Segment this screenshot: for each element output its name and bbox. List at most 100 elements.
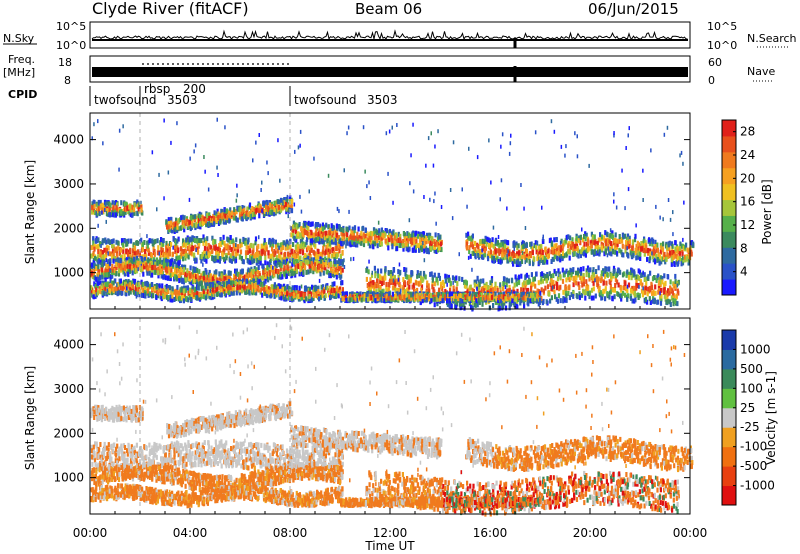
rti-cell bbox=[542, 288, 545, 294]
rti-cell bbox=[243, 238, 246, 244]
rti-cell bbox=[579, 266, 582, 272]
rti-cell bbox=[367, 269, 370, 275]
rti-cell bbox=[562, 289, 565, 295]
rti-cell bbox=[581, 250, 584, 256]
rti-cell bbox=[637, 295, 640, 300]
rti-cell bbox=[299, 267, 302, 272]
rti-cell bbox=[211, 282, 214, 287]
rti-cell bbox=[342, 227, 345, 233]
rti-cell bbox=[614, 249, 617, 255]
rti-cell bbox=[206, 274, 209, 280]
rti-cell bbox=[322, 238, 325, 244]
rti-cell bbox=[573, 251, 576, 257]
rti-cell bbox=[136, 282, 139, 288]
rti-cell bbox=[526, 251, 529, 257]
rti-cell bbox=[314, 231, 317, 237]
rti-cell bbox=[274, 244, 278, 250]
rti-cell bbox=[296, 294, 299, 300]
rti-cell bbox=[222, 212, 226, 218]
rti-cell bbox=[401, 288, 405, 294]
rti-cell bbox=[101, 238, 104, 244]
rti-cell bbox=[575, 280, 578, 286]
rti-cell bbox=[565, 290, 568, 296]
rti-cell bbox=[550, 278, 553, 284]
rti-cell bbox=[583, 234, 586, 239]
rti-cell bbox=[243, 274, 246, 280]
rti-cell bbox=[197, 223, 200, 229]
rti-cell bbox=[438, 238, 442, 244]
rti-cell bbox=[624, 248, 627, 254]
rti-cell bbox=[219, 237, 222, 242]
rti-cell bbox=[197, 218, 201, 223]
rti-cell bbox=[195, 274, 198, 280]
rti-cell bbox=[367, 235, 370, 241]
rti-cell bbox=[461, 276, 464, 282]
rti-cell bbox=[106, 260, 109, 266]
rti-cell bbox=[166, 224, 169, 230]
rti-cell bbox=[145, 246, 148, 252]
rti-cell bbox=[537, 280, 540, 286]
rti-cell bbox=[394, 288, 397, 293]
rti-cell bbox=[476, 302, 479, 308]
rti-cell bbox=[309, 259, 312, 265]
rti-cell bbox=[169, 273, 172, 279]
rti-cell bbox=[285, 273, 288, 279]
rti-cell bbox=[205, 258, 208, 264]
rti-cell bbox=[196, 267, 199, 273]
rti-cell bbox=[132, 278, 135, 284]
rti-cell bbox=[624, 281, 627, 287]
rti-cell bbox=[203, 253, 206, 259]
rti-cell bbox=[295, 263, 298, 269]
rti-cell bbox=[226, 215, 229, 220]
rti-cell bbox=[590, 287, 594, 293]
rti-cell bbox=[130, 265, 134, 271]
rti-cell bbox=[368, 281, 371, 287]
rti-cell bbox=[432, 244, 436, 250]
rti-cell bbox=[292, 232, 295, 238]
rti-cell bbox=[644, 289, 647, 295]
rti-cell bbox=[387, 245, 390, 251]
rti-cell bbox=[247, 283, 250, 289]
rti-cell bbox=[379, 234, 382, 240]
rti-cell bbox=[166, 275, 169, 281]
rti-cell bbox=[219, 241, 222, 247]
rti-cell bbox=[186, 268, 189, 274]
rti-cell bbox=[556, 298, 560, 304]
rti-cell bbox=[192, 214, 195, 220]
rti-cell bbox=[185, 287, 188, 293]
cpid-entry-2-id: 3503 bbox=[367, 93, 398, 107]
rti-cell bbox=[382, 280, 385, 286]
rti-cell bbox=[201, 291, 204, 297]
rti-cell bbox=[604, 271, 607, 277]
rti-cell bbox=[532, 276, 535, 282]
rti-cell bbox=[597, 237, 600, 243]
rti-cell bbox=[377, 273, 380, 279]
rti-cell bbox=[241, 268, 244, 274]
rti-cell bbox=[635, 274, 638, 280]
rti-cell bbox=[605, 239, 608, 245]
rti-cell bbox=[97, 254, 100, 260]
rti-cell bbox=[403, 267, 406, 272]
rti-cell bbox=[182, 279, 185, 285]
rti-cell bbox=[612, 265, 616, 271]
rti-cell bbox=[559, 284, 562, 290]
cpid-panel: CPID twofsound 3503 rbsp 200 twofsound 3… bbox=[8, 82, 398, 107]
rti-cell bbox=[151, 285, 154, 291]
rti-cell bbox=[365, 238, 368, 244]
rti-cell bbox=[169, 216, 173, 222]
rti-cell bbox=[112, 280, 115, 286]
rti-cell bbox=[107, 265, 110, 270]
rti-cell bbox=[273, 293, 276, 299]
rti-cell bbox=[191, 285, 194, 291]
rti-cell bbox=[203, 275, 206, 281]
rti-cell bbox=[252, 250, 255, 256]
rti-cell bbox=[126, 252, 130, 258]
rti-cell bbox=[571, 237, 574, 243]
rti-cell bbox=[323, 289, 326, 295]
rti-cell bbox=[588, 290, 592, 296]
rti-cell bbox=[273, 265, 276, 271]
rti-cell bbox=[240, 255, 243, 261]
rti-cell bbox=[590, 249, 593, 255]
rti-cell bbox=[188, 279, 192, 285]
rti-cell bbox=[549, 298, 552, 304]
